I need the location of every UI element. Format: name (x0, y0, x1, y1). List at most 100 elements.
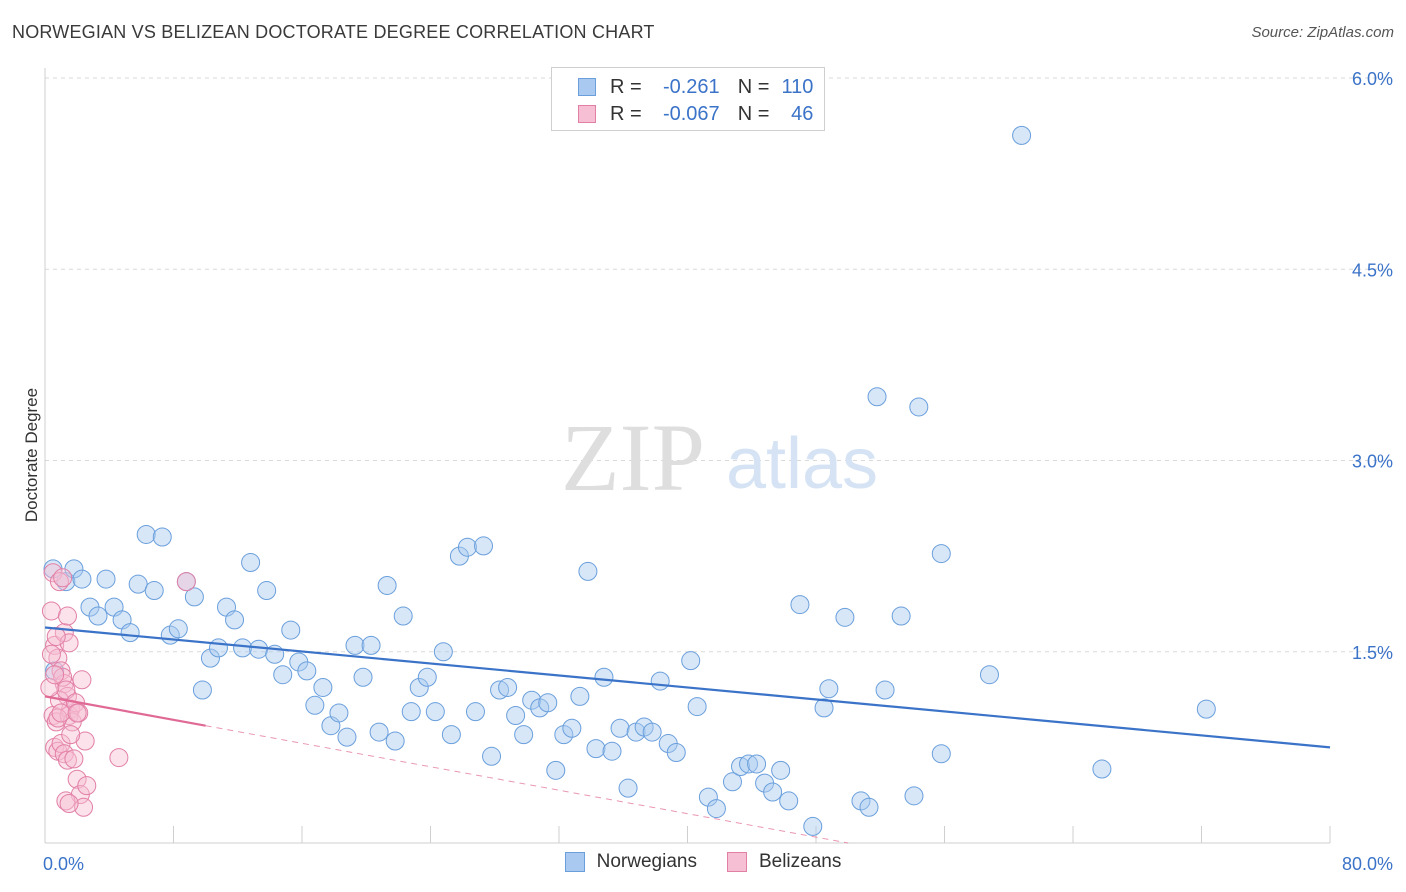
x-tick-label: 0.0% (43, 854, 84, 874)
y-tick-label: 4.5% (1352, 260, 1393, 280)
norwegian-point (814, 698, 834, 718)
belizean-point (53, 667, 73, 687)
norwegian-point (602, 741, 622, 761)
norwegian-point (506, 706, 526, 725)
belizean-point (75, 731, 95, 751)
norwegian-point (819, 679, 839, 699)
norwegian-point (722, 772, 742, 792)
norwegian-trend-line (44, 626, 1331, 749)
norwegian-point (233, 638, 253, 658)
belizean-point (45, 665, 65, 685)
norwegian-point (208, 638, 228, 658)
norwegian-point (457, 537, 477, 557)
belizean-point (74, 797, 94, 817)
norwegian-point (337, 727, 357, 747)
belizean-point (59, 793, 79, 813)
belizean-point (46, 626, 66, 646)
series-swatch-blue (564, 852, 585, 872)
norwegian-point (681, 651, 701, 671)
norwegian-point (562, 718, 582, 738)
norwegian-point (875, 680, 895, 700)
legend-n-value: 46 (791, 102, 814, 125)
belizean-point (67, 703, 87, 723)
norwegian-point (522, 690, 542, 710)
norwegian-point (393, 606, 413, 626)
norwegian-point (594, 667, 614, 687)
norwegian-point (120, 623, 140, 643)
norwegian-point (835, 607, 855, 627)
chart-title: NORWEGIAN VS BELIZEAN DOCTORATE DEGREE C… (12, 22, 655, 42)
belizean-point (77, 776, 97, 796)
y-tick-label: 1.5% (1352, 643, 1393, 663)
belizean-point (176, 572, 196, 592)
norwegian-point (409, 677, 429, 697)
correlation-legend: R = -0.261 N = 110 R = -0.067 N = 46 (551, 67, 825, 131)
norwegian-point (152, 527, 172, 547)
legend-swatch-pink (578, 105, 596, 123)
y-tick-label: 3.0% (1352, 452, 1393, 472)
norwegian-point (200, 648, 220, 668)
norwegian-point (345, 635, 365, 655)
norwegian-point (305, 695, 325, 715)
norwegian-point (747, 754, 767, 774)
belizean-point (57, 606, 77, 626)
norwegian-point (385, 731, 405, 751)
belizean-point (48, 708, 68, 728)
norwegian-point (353, 667, 373, 687)
norwegian-point (851, 791, 871, 811)
norwegian-point (771, 760, 791, 780)
belizean-point (57, 750, 77, 770)
legend-row-norwegians: R = -0.261 N = 110 (578, 75, 813, 99)
legend-n-value: 110 (781, 75, 814, 98)
norwegian-point (72, 569, 92, 589)
norwegian-point (1012, 125, 1032, 145)
series-label-belizeans: Belizeans (758, 851, 842, 872)
norwegian-point (931, 744, 951, 764)
norwegian-point (538, 693, 558, 713)
legend-r-label: R = (610, 102, 642, 125)
norwegian-point (666, 742, 686, 762)
legend-n-label: N = (737, 102, 770, 125)
legend-row-belizeans: R = -0.067 N = 46 (578, 102, 813, 126)
norwegian-point (482, 746, 502, 766)
norwegian-point (546, 760, 566, 780)
legend-r-label: R = (610, 75, 642, 98)
series-legend-norwegians: Norwegians (564, 851, 697, 873)
norwegian-point (578, 561, 598, 581)
series-legend-belizeans: Belizeans (726, 851, 842, 873)
norwegian-point (803, 816, 823, 836)
norwegian-point (377, 575, 397, 595)
norwegian-point (650, 671, 670, 691)
legend-n-label: N = (737, 75, 770, 98)
norwegian-point (687, 697, 707, 717)
norwegian-point (554, 725, 574, 745)
norwegian-point (731, 757, 751, 776)
norwegian-point (642, 722, 662, 742)
norwegian-point (401, 702, 421, 722)
norwegian-point (790, 595, 810, 615)
belizean-point (56, 791, 76, 811)
norwegian-point (763, 782, 783, 802)
norwegian-point (241, 553, 261, 572)
belizean-point (72, 670, 92, 690)
norwegian-point (329, 703, 349, 723)
norwegian-point (904, 786, 924, 806)
belizean-point (41, 644, 61, 664)
norwegian-point (369, 722, 389, 742)
norwegian-point (610, 718, 630, 738)
norwegian-point (739, 754, 759, 774)
source-label: Source: ZipAtlas.com (1251, 24, 1394, 41)
norwegian-point (361, 635, 381, 655)
belizean-point (49, 572, 69, 592)
norwegian-point (249, 639, 269, 659)
norwegian-point (441, 725, 461, 745)
series-swatch-pink (726, 852, 747, 872)
norwegian-point (184, 587, 204, 607)
norwegian-point (257, 581, 277, 601)
norwegian-point (570, 686, 590, 706)
norwegian-point (706, 799, 726, 819)
norwegian-point (136, 524, 156, 544)
belizean-point (64, 749, 84, 769)
watermark-atlas: atlas (726, 424, 878, 504)
watermark-zip: ZIP (561, 404, 705, 511)
